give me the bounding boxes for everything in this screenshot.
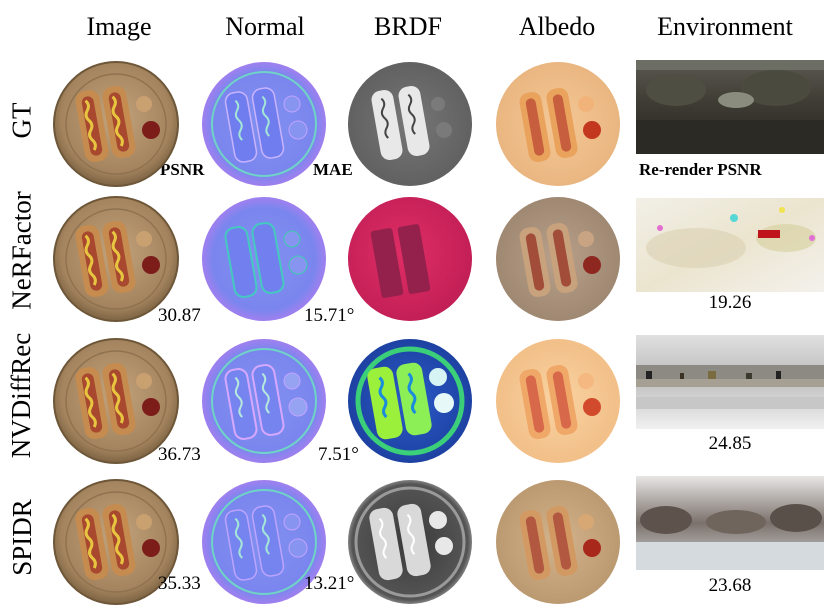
gt-brdf [346, 60, 474, 188]
header-normal: Normal [225, 12, 305, 41]
spidr-image [52, 478, 180, 606]
nerfactor-albedo [494, 195, 622, 323]
gt-normal [200, 60, 328, 188]
gt-environment [636, 60, 824, 154]
nerfactor-brdf [346, 195, 474, 323]
gt-image [52, 60, 180, 188]
nerfactor-environment [636, 198, 824, 292]
nerfactor-image [52, 195, 180, 323]
psnr-label: PSNR [160, 160, 205, 179]
header-environment: Environment [657, 12, 793, 41]
nvdiffrec-mae: 7.51° [318, 444, 359, 465]
nvdiffrec-psnr: 36.73 [158, 444, 201, 465]
nerfactor-env-psnr: 19.26 [708, 292, 752, 313]
spidr-psnr: 35.33 [158, 573, 201, 594]
spidr-env-psnr: 23.68 [708, 575, 752, 596]
header-albedo: Albedo [518, 12, 596, 41]
spidr-mae: 13.21° [304, 573, 355, 594]
row-label-nerfactor: NeRFactor [6, 190, 37, 310]
nvdiffrec-albedo [494, 337, 622, 465]
nvdiffrec-image [52, 337, 180, 465]
rerender-psnr-label: Re-render PSNR [639, 160, 762, 179]
nerfactor-normal [200, 195, 328, 323]
nerfactor-psnr: 30.87 [158, 305, 201, 326]
nerfactor-mae: 15.71° [304, 305, 355, 326]
row-label-spidr: SPIDR [6, 498, 37, 576]
spidr-brdf [346, 478, 474, 606]
row-label-gt: GT [6, 102, 37, 138]
header-image: Image [86, 12, 152, 41]
nvdiffrec-normal [200, 337, 328, 465]
gt-albedo [494, 60, 622, 188]
nvdiffrec-env-psnr: 24.85 [708, 433, 752, 454]
nvdiffrec-environment [636, 335, 824, 429]
spidr-environment [636, 476, 824, 570]
mae-label: MAE [313, 160, 353, 179]
spidr-albedo [494, 478, 622, 606]
spidr-normal [200, 478, 328, 606]
row-label-nvdiffrec: NVDiffRec [6, 332, 37, 458]
header-brdf: BRDF [374, 12, 442, 41]
nvdiffrec-brdf [346, 337, 474, 465]
